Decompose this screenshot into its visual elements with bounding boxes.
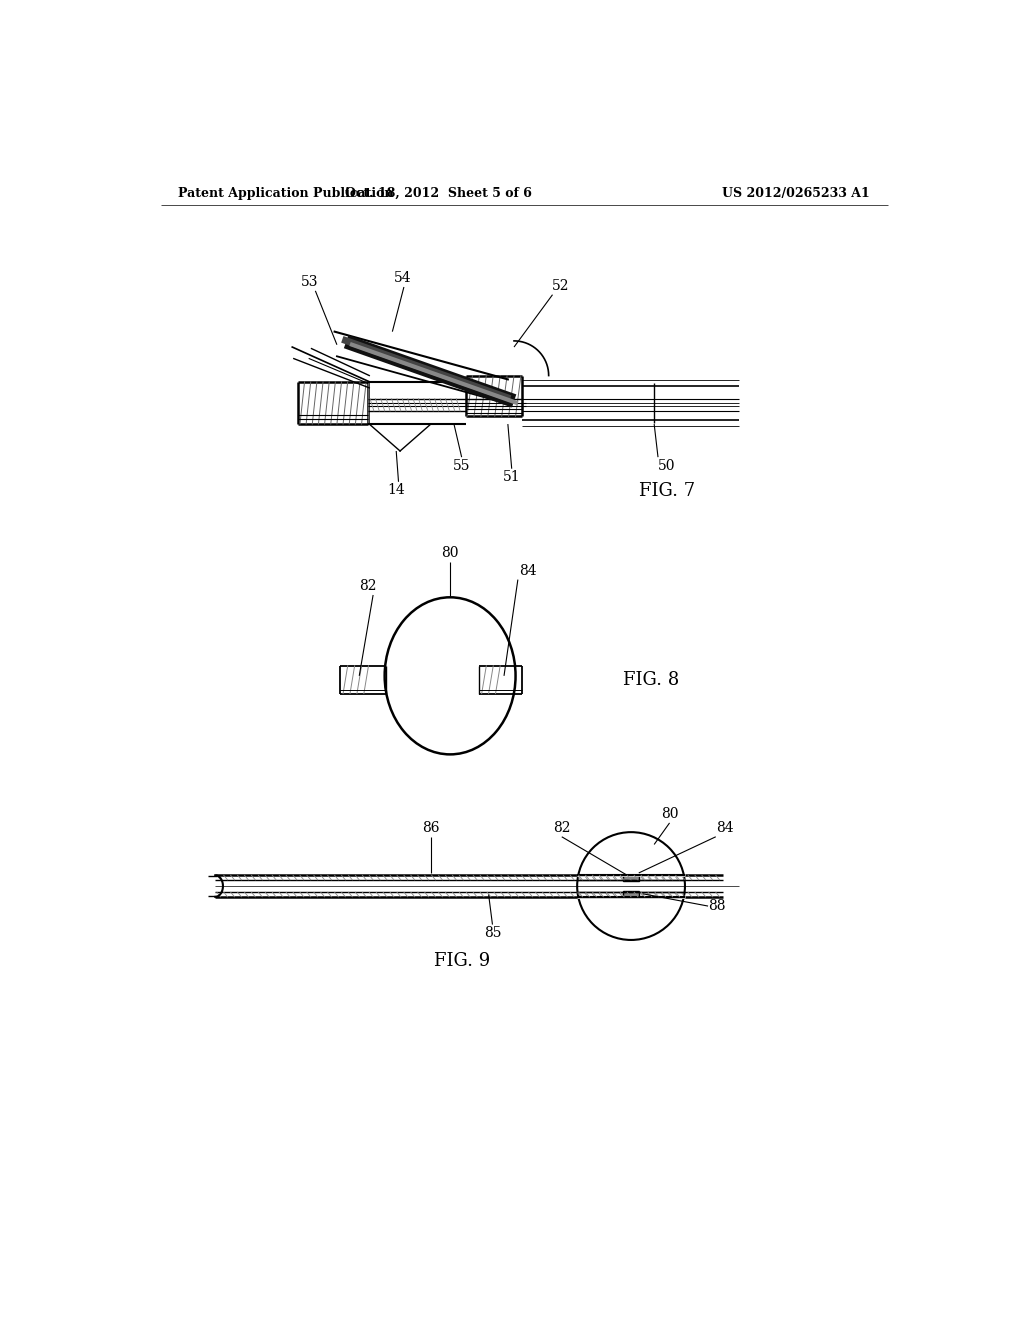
Text: 50: 50 bbox=[658, 459, 676, 473]
Bar bbox=[624, 891, 639, 896]
Text: 55: 55 bbox=[453, 459, 470, 473]
Text: Patent Application Publication: Patent Application Publication bbox=[178, 186, 394, 199]
Text: 84: 84 bbox=[519, 564, 537, 578]
Text: FIG. 9: FIG. 9 bbox=[433, 952, 489, 970]
Text: 88: 88 bbox=[708, 899, 726, 913]
Text: FIG. 8: FIG. 8 bbox=[624, 671, 680, 689]
Text: 82: 82 bbox=[359, 579, 377, 594]
Text: 54: 54 bbox=[393, 272, 412, 285]
Text: 82: 82 bbox=[553, 821, 570, 836]
Text: Oct. 18, 2012  Sheet 5 of 6: Oct. 18, 2012 Sheet 5 of 6 bbox=[345, 186, 532, 199]
Text: 85: 85 bbox=[483, 927, 501, 940]
Text: 51: 51 bbox=[503, 470, 520, 484]
Text: 53: 53 bbox=[300, 276, 317, 289]
Text: FIG. 7: FIG. 7 bbox=[639, 482, 695, 500]
Text: 14: 14 bbox=[387, 483, 406, 498]
Bar bbox=[624, 875, 639, 882]
Text: 52: 52 bbox=[552, 279, 569, 293]
Text: 84: 84 bbox=[716, 821, 733, 836]
Text: US 2012/0265233 A1: US 2012/0265233 A1 bbox=[722, 186, 869, 199]
Text: 86: 86 bbox=[422, 821, 439, 836]
Text: 80: 80 bbox=[660, 808, 678, 821]
Text: 80: 80 bbox=[441, 546, 459, 561]
